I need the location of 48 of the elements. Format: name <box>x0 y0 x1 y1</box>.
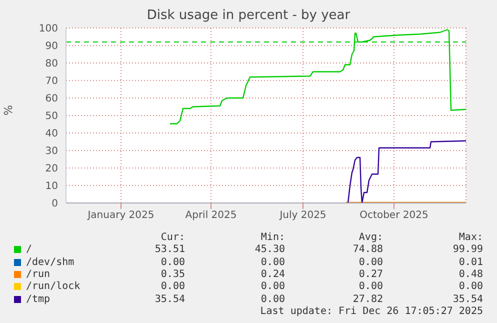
y-tick-label: 50 <box>45 111 58 122</box>
text: 0.24 <box>260 268 285 280</box>
y-tick-label: 0 <box>52 198 58 210</box>
text: 0.00 <box>458 281 483 292</box>
text: Cur: <box>160 232 185 243</box>
y-tick-label: 10 <box>45 181 58 192</box>
text: 0.00 <box>160 256 185 268</box>
y-tick-label: 80 <box>45 58 58 70</box>
legend-label: /run <box>26 268 50 280</box>
text: 0.01 <box>458 256 483 268</box>
legend-label: /run/lock <box>26 281 80 292</box>
text: 53.51 <box>154 244 185 256</box>
text: 99.99 <box>452 244 483 256</box>
text: 0.00 <box>358 281 383 292</box>
y-tick-label: 40 <box>45 128 58 140</box>
text: 0.48 <box>458 268 483 280</box>
text: 0.00 <box>160 281 185 292</box>
y-axis-title: % <box>2 105 15 116</box>
y-tick-label: 60 <box>45 94 58 105</box>
text: 0.00 <box>260 256 285 268</box>
chart-title: Disk usage in percent - by year <box>146 8 352 23</box>
text: 27.82 <box>352 294 383 304</box>
x-tick-label: April 2025 <box>185 210 237 222</box>
text: 35.54 <box>452 294 483 304</box>
text: 74.88 <box>352 244 383 256</box>
y-tick-label: 100 <box>38 24 58 35</box>
text: 0.27 <box>358 268 383 280</box>
text: 0.00 <box>358 256 383 268</box>
text: 0.35 <box>160 268 185 280</box>
text: 45.30 <box>254 244 285 256</box>
y-tick-label: 30 <box>45 146 58 158</box>
x-tick-label: July 2025 <box>278 210 326 222</box>
line-series <box>345 140 466 203</box>
legend-label: / <box>26 244 32 256</box>
text: Min: <box>260 232 285 243</box>
text: 0.00 <box>260 294 285 304</box>
text: Avg: <box>358 232 383 243</box>
x-tick-label: January 2025 <box>86 210 154 222</box>
text: 35.54 <box>154 294 185 304</box>
y-tick-label: 90 <box>45 41 58 52</box>
legend-label: /dev/shm <box>26 256 74 268</box>
x-tick-label: October 2025 <box>360 210 428 222</box>
text: Max: <box>458 232 483 243</box>
text: 0.00 <box>260 281 285 292</box>
legend-label: /tmp <box>26 294 50 304</box>
text: Last update: Fri Dec 26 17:05:27 2025 <box>260 306 483 317</box>
y-tick-label: 70 <box>45 76 58 88</box>
y-tick-label: 20 <box>45 164 58 175</box>
